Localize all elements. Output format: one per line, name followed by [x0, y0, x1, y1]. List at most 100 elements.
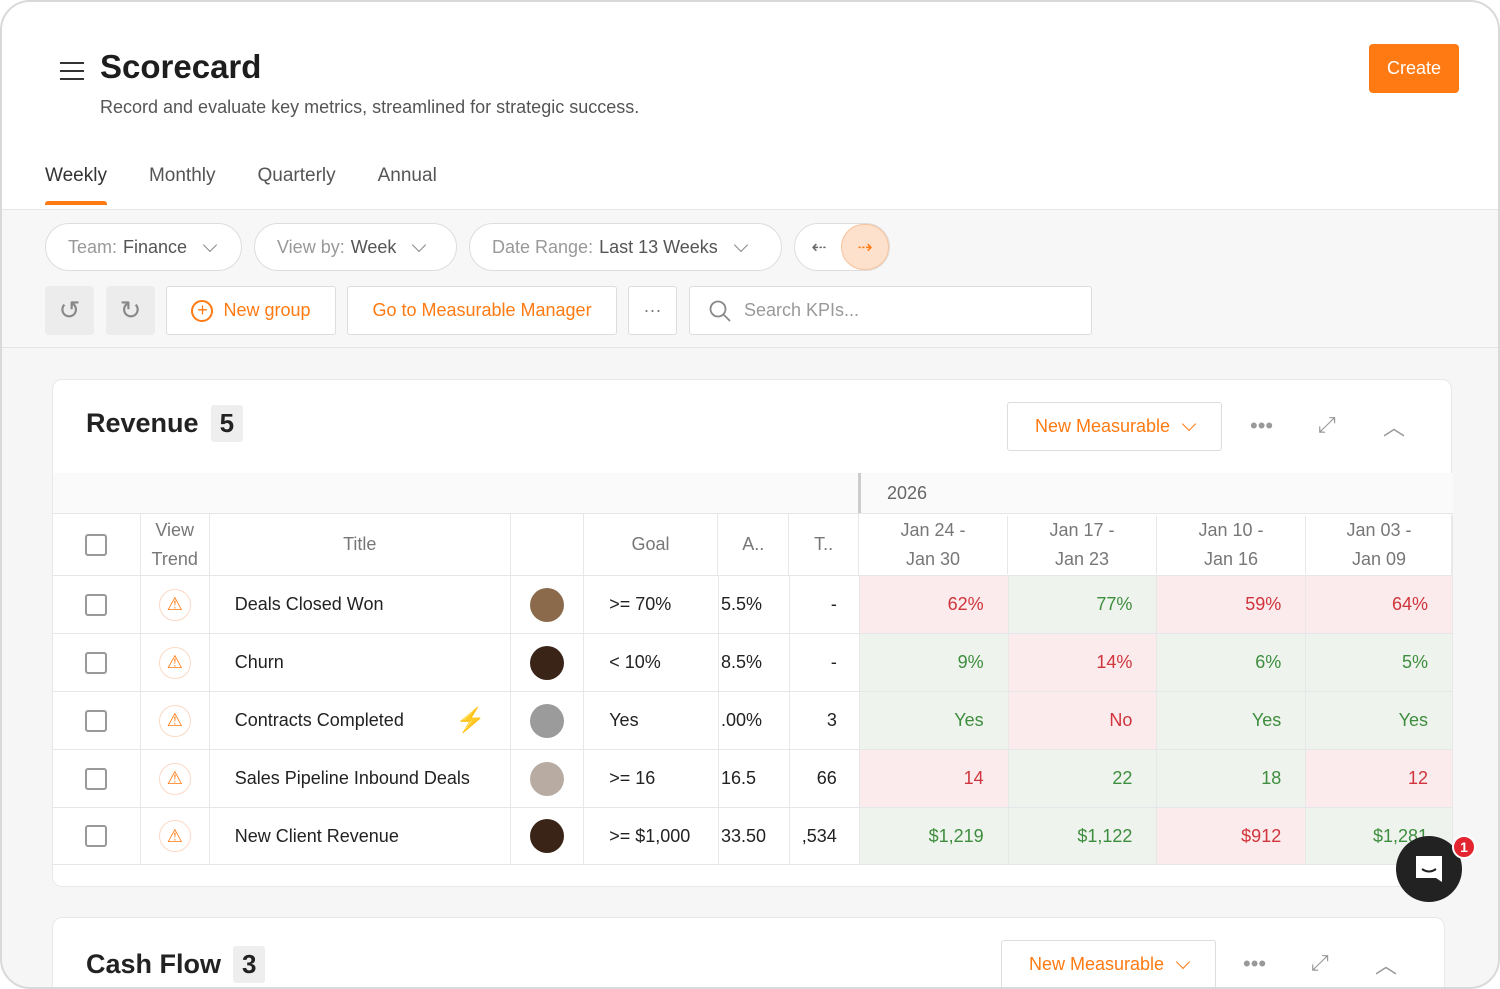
row-checkbox[interactable] [85, 767, 108, 790]
goal-header[interactable]: Goal [584, 514, 719, 575]
title-cell[interactable]: Sales Pipeline Inbound Deals [210, 750, 512, 807]
create-button[interactable]: Create [1369, 44, 1459, 93]
warning-triangle-icon[interactable]: ⚠ [158, 704, 191, 737]
new-measurable-button[interactable]: New Measurable [1007, 402, 1222, 451]
goal-cell[interactable]: >= 16 [584, 750, 720, 807]
week-value-cell[interactable]: 77% [1008, 576, 1158, 633]
goal-cell[interactable]: Yes [584, 692, 720, 749]
warning-triangle-icon[interactable]: ⚠ [158, 762, 191, 795]
group-title-text: Cash Flow [86, 949, 222, 979]
collapse-chevron-up-icon[interactable]: ︿ [1375, 953, 1398, 978]
week-value-cell[interactable]: Yes [1306, 692, 1454, 749]
tab-monthly[interactable]: Monthly [148, 165, 216, 186]
title-cell[interactable]: Churn [210, 634, 512, 691]
search-kpis-input[interactable]: Search KPIs... [689, 286, 1092, 335]
view-by-value: Week [350, 236, 397, 257]
view-by-label: View by: [277, 236, 345, 257]
week-end: Jan 23 [1054, 548, 1110, 569]
week-value-cell[interactable]: $1,122 [1008, 808, 1158, 864]
plus-circle-icon: + [191, 299, 214, 322]
table-row[interactable]: ⚠ New Client Revenue >= $1,000 33.50,534 $1,… [53, 808, 1454, 865]
week-value-cell[interactable]: 22 [1008, 750, 1158, 807]
average-cell: 16.5 [719, 750, 790, 807]
row-checkbox[interactable] [85, 593, 108, 616]
view-by-dropdown[interactable]: View by: Week [254, 223, 457, 271]
week-value-cell[interactable]: 9% [859, 634, 1009, 691]
collapse-chevron-up-icon[interactable]: ︿ [1383, 415, 1406, 440]
week-value-cell[interactable]: 18 [1157, 750, 1307, 807]
week-value-cell[interactable]: Yes [859, 692, 1009, 749]
owner-cell [511, 576, 585, 633]
select-cell [53, 692, 141, 749]
redo-button[interactable]: ↻ [106, 286, 155, 335]
warning-triangle-icon[interactable]: ⚠ [158, 646, 191, 679]
kpi-title: Churn [234, 652, 284, 672]
warning-triangle-icon[interactable]: ⚠ [158, 588, 191, 621]
week-value-cell[interactable]: 62% [859, 576, 1009, 633]
table-row[interactable]: ⚠ Deals Closed Won >= 70% 5.5% -62% 77% 59% 64% [53, 576, 1454, 634]
total-header[interactable]: T.. [789, 514, 859, 575]
more-options-button[interactable]: ··· [628, 286, 677, 335]
measurable-manager-button[interactable]: Go to Measurable Manager [347, 286, 617, 335]
week-value-cell[interactable]: No [1008, 692, 1158, 749]
spacer [53, 473, 861, 513]
new-group-button[interactable]: + New group [166, 286, 336, 335]
title-cell[interactable]: New Client Revenue [210, 808, 512, 864]
tab-annual[interactable]: Annual [377, 165, 437, 186]
table-row[interactable]: ⚠ Churn < 10% 8.5% -9% 14% 6% 5% [53, 634, 1454, 692]
row-checkbox[interactable] [85, 651, 108, 674]
column-order-toggle: ⇠ ⇢ [794, 223, 890, 271]
team-filter-dropdown[interactable]: Team: Finance [45, 223, 242, 271]
total-cell: - [790, 634, 860, 691]
page-title: Scorecard [100, 48, 262, 85]
view-trend-cell: ⚠ [141, 750, 210, 807]
average-header[interactable]: A.. [718, 514, 790, 575]
table-row[interactable]: ⚠ Contracts Completed ⚡ Yes .00% 3 Yes No Yes Yes [53, 692, 1454, 750]
view-trend-cell: ⚠ [141, 692, 210, 749]
title-cell[interactable]: Contracts Completed ⚡ [210, 692, 512, 749]
week-value-cell[interactable]: 64% [1306, 576, 1454, 633]
more-horizontal-icon[interactable]: ••• [1243, 951, 1267, 976]
week-value-cell[interactable]: Yes [1157, 692, 1307, 749]
row-checkbox[interactable] [85, 709, 108, 732]
expand-icon[interactable]: ⤢ [1318, 412, 1336, 437]
warning-triangle-icon[interactable]: ⚠ [158, 820, 191, 852]
week-value-cell[interactable]: 14 [859, 750, 1009, 807]
row-checkbox[interactable] [85, 825, 108, 847]
tab-weekly[interactable]: Weekly [45, 165, 107, 205]
select-all-checkbox[interactable] [85, 533, 108, 556]
week-value-cell[interactable]: 5% [1306, 634, 1454, 691]
week-value-cell[interactable]: 14% [1008, 634, 1158, 691]
week-value-cell[interactable]: 12 [1306, 750, 1454, 807]
week-start: Jan 24 - [900, 519, 966, 540]
owner-avatar[interactable] [530, 587, 565, 622]
sort-newest-first-icon[interactable]: ⇢ [841, 224, 889, 270]
week-value-cell[interactable]: $1,219 [859, 808, 1009, 864]
table-header-row: View Trend Title Goal A.. T.. Jan 24 - Jan… [53, 514, 1453, 576]
week-value-cell[interactable]: 6% [1157, 634, 1307, 691]
owner-avatar[interactable] [530, 819, 565, 853]
hamburger-menu-icon[interactable] [60, 62, 84, 82]
title-header[interactable]: Title [210, 514, 511, 575]
table-row[interactable]: ⚠ Sales Pipeline Inbound Deals >= 16 16.5 66… [53, 750, 1454, 808]
goal-cell[interactable]: >= 70% [584, 576, 720, 633]
goal-cell[interactable]: < 10% [584, 634, 720, 691]
group-title: Revenue 5 [86, 405, 244, 442]
owner-avatar[interactable] [530, 703, 565, 738]
total-cell: 66 [790, 750, 860, 807]
date-range-dropdown[interactable]: Date Range: Last 13 Weeks [469, 223, 782, 271]
owner-avatar[interactable] [530, 761, 565, 796]
sort-oldest-first-icon[interactable]: ⇠ [811, 236, 827, 257]
owner-avatar[interactable] [530, 645, 565, 680]
undo-button[interactable]: ↺ [45, 286, 94, 335]
chat-launcher-button[interactable] [1396, 836, 1462, 902]
goal-cell[interactable]: >= $1,000 [584, 808, 720, 864]
kpi-title: Contracts Completed [234, 710, 404, 730]
title-cell[interactable]: Deals Closed Won [210, 576, 512, 633]
more-horizontal-icon[interactable]: ••• [1250, 413, 1274, 438]
week-value-cell[interactable]: $912 [1157, 808, 1307, 864]
tab-quarterly[interactable]: Quarterly [257, 165, 336, 186]
expand-icon[interactable]: ⤢ [1311, 950, 1329, 975]
week-value-cell[interactable]: 59% [1157, 576, 1307, 633]
new-measurable-button[interactable]: New Measurable [1001, 940, 1216, 987]
